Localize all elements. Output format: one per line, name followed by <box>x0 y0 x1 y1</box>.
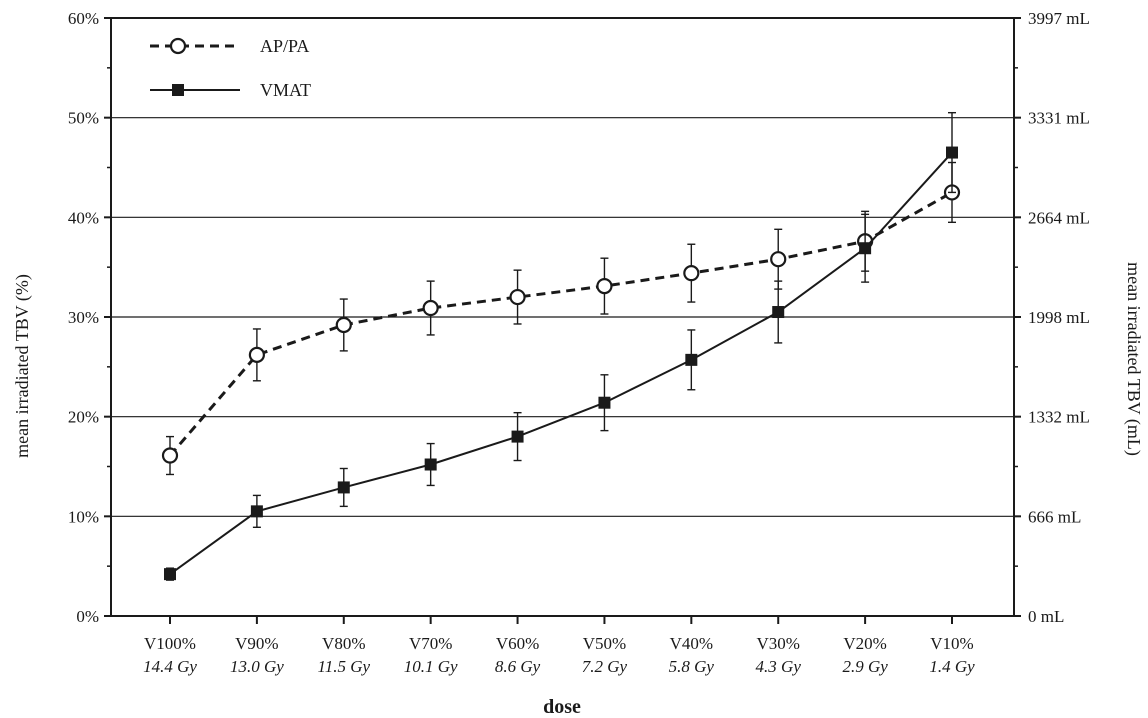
series-ap-pa <box>161 161 961 476</box>
x-dose-label: 4.3 Gy <box>756 657 802 676</box>
legend-entry-ap-pa: AP/PA <box>150 36 309 56</box>
x-category-label: V10% <box>930 634 973 653</box>
legend-label-ap-pa: AP/PA <box>260 36 309 56</box>
x-dose-label: 8.6 Gy <box>495 657 541 676</box>
y-tick-label: 30% <box>68 308 99 327</box>
data-point <box>596 278 613 295</box>
x-category-label: V40% <box>670 634 713 653</box>
data-point <box>770 251 787 268</box>
y2-tick-label: 2664 mL <box>1028 208 1090 227</box>
y-tick-label: 40% <box>68 208 99 227</box>
series-line <box>169 151 953 575</box>
x-category-label: V60% <box>496 634 539 653</box>
data-point <box>161 447 179 464</box>
x-dose-label: 1.4 Gy <box>929 657 975 676</box>
y-axis-ticks: 0% 10% 20% 30% 40% 50% 60% <box>68 9 111 626</box>
y2-tick-label: 3331 mL <box>1028 109 1090 128</box>
y2-tick-label: 0 mL <box>1028 607 1064 626</box>
data-point <box>164 568 176 581</box>
x-category-label: V20% <box>843 634 886 653</box>
x-category-label: V70% <box>409 634 452 653</box>
x-dose-label: 11.5 Gy <box>317 657 370 676</box>
x-dose-label: 2.9 Gy <box>842 657 888 676</box>
x-dose-label: 5.8 Gy <box>669 657 715 676</box>
x-dose-label: 7.2 Gy <box>582 657 628 676</box>
y2-tick-label: 3997 mL <box>1028 9 1090 28</box>
data-point <box>509 288 526 306</box>
data-point <box>683 265 700 282</box>
data-point <box>598 396 611 409</box>
x-category-label: V30% <box>756 634 799 653</box>
series-layer <box>161 111 961 581</box>
data-point <box>248 346 265 363</box>
legend-label-vmat: VMAT <box>260 80 311 100</box>
x-dose-label: 13.0 Gy <box>230 657 284 676</box>
y2-tick-label: 1998 mL <box>1028 308 1090 327</box>
legend-entry-vmat: VMAT <box>150 80 311 100</box>
data-point <box>424 458 437 471</box>
y2-tick-label: 1332 mL <box>1028 408 1090 427</box>
data-point <box>685 353 698 366</box>
data-point <box>250 505 263 518</box>
y-tick-label: 10% <box>68 507 99 526</box>
y-axis-title: mean irradiated TBV (%) <box>12 274 33 458</box>
data-point <box>859 242 872 255</box>
y-tick-label: 20% <box>68 408 99 427</box>
y2-tick-label: 666 mL <box>1028 507 1081 526</box>
x-category-label: V100% <box>144 634 196 653</box>
y2-axis-ticks: 0 mL 666 mL 1332 mL 1998 mL 2664 mL 3331 mL 39… <box>1014 9 1090 626</box>
y-tick-label: 50% <box>68 109 99 128</box>
series-line <box>168 191 953 457</box>
x-axis-title: dose <box>543 696 581 718</box>
series-vmat <box>164 111 958 581</box>
data-point <box>422 299 439 317</box>
x-dose-label: 10.1 Gy <box>404 657 458 676</box>
x-dose-label: 14.4 Gy <box>143 657 197 676</box>
y2-axis-title: mean irradiated TBV (mL) <box>1123 262 1144 456</box>
grid-lines <box>111 117 1014 517</box>
legend: AP/PA VMAT <box>150 36 311 100</box>
data-point <box>511 430 524 443</box>
data-point <box>946 146 958 159</box>
data-point <box>337 481 350 494</box>
data-point <box>772 306 785 319</box>
plot-frame <box>110 17 1015 617</box>
x-axis-ticks: V100% 14.4 Gy V90% 13.0 Gy V80% 11.5 Gy V70% 10… <box>143 616 975 676</box>
y-tick-label: 0% <box>76 607 99 626</box>
x-category-label: V80% <box>322 634 365 653</box>
x-category-label: V50% <box>583 634 626 653</box>
y-tick-label: 60% <box>68 9 99 28</box>
data-point <box>335 316 352 334</box>
x-category-label: V90% <box>235 634 278 653</box>
